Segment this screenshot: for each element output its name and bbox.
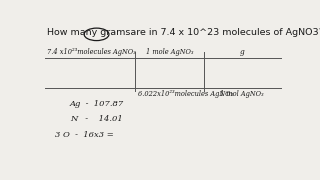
Text: 1 mole AgNO₃: 1 mole AgNO₃ (146, 48, 193, 56)
Text: N   -    14.01: N - 14.01 (70, 115, 123, 123)
Text: Ag  -  107.87: Ag - 107.87 (70, 100, 124, 107)
Text: 1 mol AgNO₃: 1 mol AgNO₃ (220, 89, 264, 98)
Text: 7.4 x10²³molecules AgNO₃: 7.4 x10²³molecules AgNO₃ (47, 48, 136, 56)
Text: 6.022x10²³molecules AgNO₃: 6.022x10²³molecules AgNO₃ (138, 89, 233, 98)
Text: 3 O  -  16x3 =: 3 O - 16x3 = (55, 131, 114, 139)
Text: g: g (240, 48, 244, 56)
Text: How many gramsare in 7.4 x 10^23 molecules of AgNO3?: How many gramsare in 7.4 x 10^23 molecul… (47, 28, 320, 37)
